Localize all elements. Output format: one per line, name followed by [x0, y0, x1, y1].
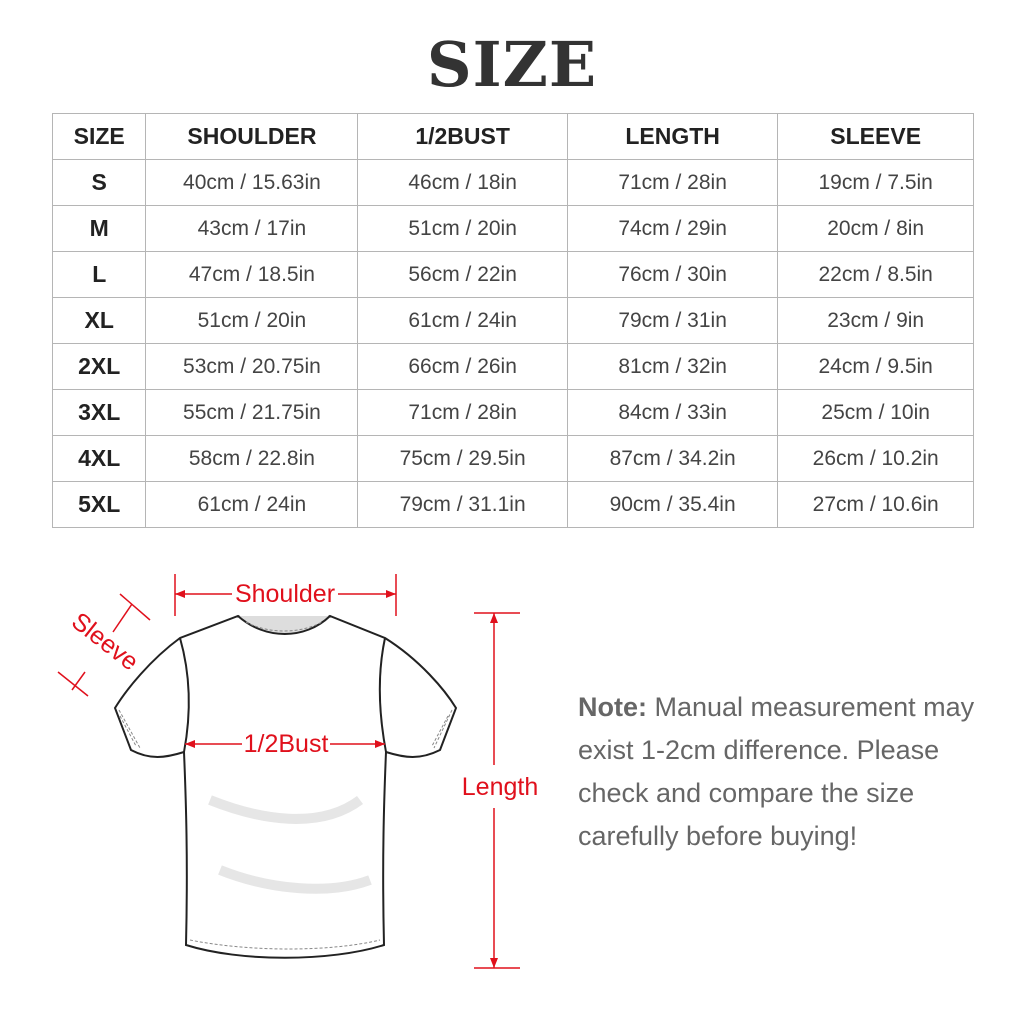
shoulder-label: Shoulder — [235, 580, 335, 608]
measurement-cell: 19cm / 7.5in — [777, 159, 974, 206]
table-row: M 43cm / 17in 51cm / 20in 74cm / 29in 20cm /… — [51, 205, 974, 252]
size-cell: XL — [51, 297, 147, 344]
measurement-cell: 79cm / 31in — [566, 297, 779, 344]
table-row: 2XL 53cm / 20.75in 66cm / 26in 81cm / 32in 2… — [51, 343, 974, 390]
measurement-cell: 71cm / 28in — [566, 159, 779, 206]
measurement-cell: 51cm / 20in — [357, 205, 568, 252]
size-cell: M — [51, 205, 147, 252]
page-title: SIZE — [426, 28, 598, 101]
note: Note: Manual measurement may exist 1-2cm… — [578, 686, 998, 858]
measurement-cell: 22cm / 8.5in — [777, 251, 974, 298]
column-header: 1/2BUST — [357, 113, 568, 160]
bust-label: 1/2Bust — [244, 730, 329, 758]
size-cell: 3XL — [51, 389, 147, 436]
measurement-cell: 46cm / 18in — [357, 159, 568, 206]
size-cell: S — [51, 159, 147, 206]
measurement-cell: 43cm / 17in — [145, 205, 359, 252]
tshirt-icon — [113, 614, 458, 959]
measurement-cell: 76cm / 30in — [566, 251, 779, 298]
sleeve-arrow — [112, 603, 133, 633]
measurement-cell: 61cm / 24in — [145, 481, 359, 528]
measurement-cell: 74cm / 29in — [566, 205, 779, 252]
size-table: SIZE SHOULDER 1/2BUST LENGTH SLEEVE S 40cm / … — [51, 113, 974, 528]
table-row: S 40cm / 15.63in 46cm / 18in 71cm / 28in 19c… — [51, 159, 974, 206]
measurement-cell: 90cm / 35.4in — [566, 481, 779, 528]
column-header: SLEEVE — [777, 113, 974, 160]
note-label: Note: — [578, 692, 647, 722]
measurement-cell: 66cm / 26in — [357, 343, 568, 390]
measurement-cell: 23cm / 9in — [777, 297, 974, 344]
measurement-cell: 40cm / 15.63in — [145, 159, 359, 206]
measurement-cell: 71cm / 28in — [357, 389, 568, 436]
measurement-cell: 20cm / 8in — [777, 205, 974, 252]
measurement-cell: 55cm / 21.75in — [145, 389, 359, 436]
measurement-cell: 24cm / 9.5in — [777, 343, 974, 390]
length-label: Length — [462, 773, 538, 801]
measurement-cell: 75cm / 29.5in — [357, 435, 568, 482]
table-row: 5XL 61cm / 24in 79cm / 31.1in 90cm / 35.4in… — [51, 481, 974, 528]
measurement-cell: 87cm / 34.2in — [566, 435, 779, 482]
table-row: L 47cm / 18.5in 56cm / 22in 76cm / 30in 22cm… — [51, 251, 974, 298]
measurement-cell: 58cm / 22.8in — [145, 435, 359, 482]
sleeve-label: Sleeve — [66, 607, 143, 676]
size-cell: 2XL — [51, 343, 147, 390]
column-header: LENGTH — [566, 113, 779, 160]
measurement-cell: 79cm / 31.1in — [357, 481, 568, 528]
column-header: SIZE — [51, 113, 147, 160]
measurement-cell: 27cm / 10.6in — [777, 481, 974, 528]
table-header-row: SIZE SHOULDER 1/2BUST LENGTH SLEEVE — [51, 113, 974, 160]
size-cell: 5XL — [51, 481, 147, 528]
measurement-cell: 81cm / 32in — [566, 343, 779, 390]
measurement-cell: 56cm / 22in — [357, 251, 568, 298]
table-row: 3XL 55cm / 21.75in 71cm / 28in 84cm / 33in 2… — [51, 389, 974, 436]
note-text: Manual measurement may exist 1-2cm diffe… — [578, 692, 975, 851]
measurement-cell: 25cm / 10in — [777, 389, 974, 436]
table-row: 4XL 58cm / 22.8in 75cm / 29.5in 87cm / 34.2… — [51, 435, 974, 482]
measurement-cell: 47cm / 18.5in — [145, 251, 359, 298]
measurement-cell: 84cm / 33in — [566, 389, 779, 436]
